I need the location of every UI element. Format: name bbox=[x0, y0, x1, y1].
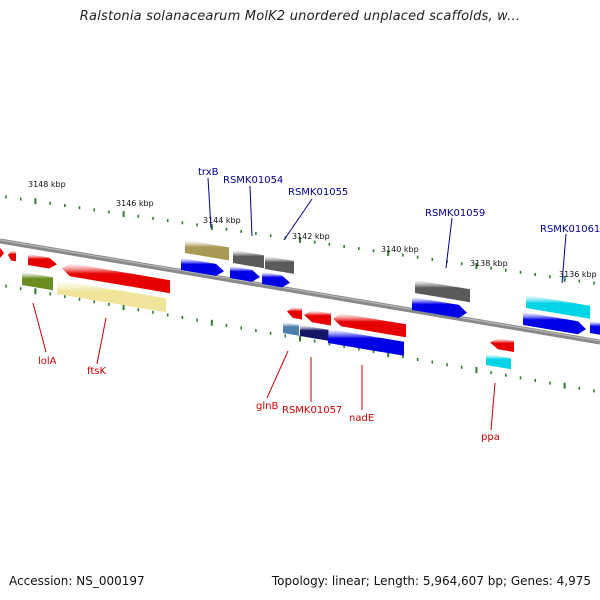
gene-label-ppa[interactable]: ppa bbox=[481, 432, 500, 443]
gene-label-RSMK01054[interactable]: RSMK01054 bbox=[223, 175, 283, 186]
gene-label-RSMK01057[interactable]: RSMK01057 bbox=[282, 405, 342, 416]
feature-RSMK01059-gray[interactable] bbox=[415, 280, 470, 303]
feature-glnB-red[interactable] bbox=[287, 307, 302, 320]
feature-RSMK01057-red[interactable] bbox=[304, 310, 331, 326]
feature-red-left-edge[interactable] bbox=[0, 246, 4, 258]
chromosome-backbone-highlight bbox=[0, 239, 600, 342]
feature-glnB-steel[interactable] bbox=[283, 322, 299, 336]
feature-RSMK01055-blue[interactable] bbox=[262, 272, 290, 288]
gene-label-trxB[interactable]: trxB bbox=[198, 167, 219, 178]
feature-trxB-khaki[interactable] bbox=[185, 240, 229, 261]
gene-label-RSMK01061[interactable]: RSMK01061 bbox=[540, 224, 600, 235]
feature-ftsK-yellow[interactable] bbox=[57, 280, 166, 313]
top-leader-lines bbox=[207, 177, 567, 284]
gene-label-ftsK[interactable]: ftsK bbox=[87, 366, 106, 377]
tick-label-3138: 3138 kbp bbox=[470, 259, 508, 268]
tick-label-3140: 3140 kbp bbox=[381, 245, 419, 254]
feature-RSMK01055-gray[interactable] bbox=[265, 256, 294, 274]
tick-label-3142: 3142 kbp bbox=[292, 232, 330, 241]
feature-ftsK-red[interactable] bbox=[62, 263, 170, 294]
feature-RSMK01057-navy[interactable] bbox=[300, 325, 329, 341]
chromosome-backbone bbox=[0, 238, 600, 345]
bottom-leader-lines bbox=[32, 302, 496, 431]
accession-text: Accession: NS_000197 bbox=[9, 574, 145, 588]
gene-label-glnB[interactable]: glnB bbox=[256, 401, 278, 412]
feature-nadE-blue[interactable] bbox=[328, 329, 404, 356]
feature-ppa-red[interactable] bbox=[490, 338, 514, 352]
feature-nadE-red[interactable] bbox=[333, 313, 406, 338]
feature-trxB-blue[interactable] bbox=[181, 258, 224, 276]
feature-edge-blue[interactable] bbox=[590, 321, 600, 336]
feature-lolA-olive[interactable] bbox=[22, 272, 53, 291]
gene-label-lolA[interactable]: lolA bbox=[38, 356, 57, 367]
feature-ppa-cyan[interactable] bbox=[486, 354, 511, 370]
map-title: Ralstonia solanacearum MolK2 unordered u… bbox=[79, 9, 521, 24]
feature-RSMK01061-cyan[interactable] bbox=[526, 295, 590, 319]
gene-label-nadE[interactable]: nadE bbox=[349, 413, 374, 424]
tick-label-3136: 3136 kbp bbox=[559, 270, 597, 279]
scale-dots bbox=[5, 195, 595, 393]
gene-label-RSMK01055[interactable]: RSMK01055 bbox=[288, 187, 348, 198]
feature-lolA-red[interactable] bbox=[28, 254, 57, 269]
feature-RSMK01054-gray[interactable] bbox=[233, 250, 264, 269]
feature-RSMK01061-blue[interactable] bbox=[523, 312, 586, 335]
gene-features bbox=[0, 240, 600, 370]
tick-label-3148: 3148 kbp bbox=[28, 180, 66, 189]
summary-text: Topology: linear; Length: 5,964,607 bp; … bbox=[271, 574, 591, 588]
feature-RSMK01059-blue[interactable] bbox=[412, 297, 467, 318]
feature-red-small[interactable] bbox=[8, 250, 16, 262]
feature-RSMK01054-blue[interactable] bbox=[230, 266, 260, 282]
tick-label-3146: 3146 kbp bbox=[116, 199, 154, 208]
gene-label-RSMK01059[interactable]: RSMK01059 bbox=[425, 208, 485, 219]
tick-label-3144: 3144 kbp bbox=[203, 216, 241, 225]
